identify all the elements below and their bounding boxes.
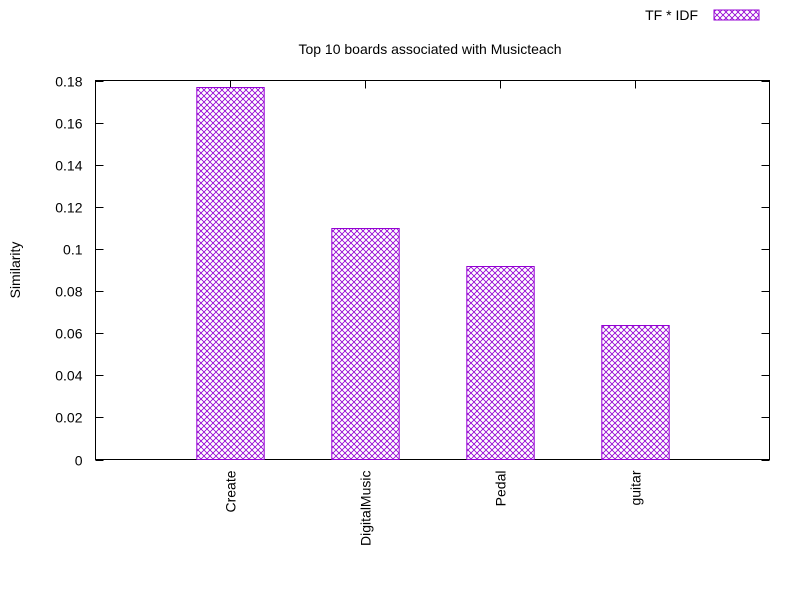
y-tick-label: 0.04 bbox=[55, 368, 82, 384]
y-tick-label: 0.08 bbox=[55, 284, 82, 300]
y-tick-label: 0.12 bbox=[55, 200, 82, 216]
bar-pedal bbox=[466, 266, 535, 460]
y-tick-label: 0.14 bbox=[55, 158, 82, 174]
bar-create bbox=[196, 87, 265, 460]
bar-guitar bbox=[601, 325, 670, 460]
x-tick-label: DigitalMusic bbox=[358, 471, 374, 546]
y-tick-label: 0.02 bbox=[55, 410, 82, 426]
y-tick-label: 0.1 bbox=[63, 242, 83, 258]
y-axis: 0 0.02 0.04 0.06 0.08 0.1 0.12 0.14 0.16 0.18 bbox=[55, 74, 770, 469]
plot-frame bbox=[95, 80, 770, 460]
y-tick-label: 0.18 bbox=[55, 74, 82, 90]
x-tick-label: Pedal bbox=[493, 471, 509, 507]
x-axis: Create DigitalMusic Pedal guitar bbox=[223, 80, 644, 546]
bars bbox=[196, 87, 670, 460]
x-tick-label: Create bbox=[223, 470, 239, 512]
legend: TF * IDF bbox=[645, 7, 760, 23]
chart-title: Top 10 boards associated with Musicteach bbox=[298, 41, 561, 57]
bar-digitalmusic bbox=[331, 228, 400, 460]
legend-swatch bbox=[713, 9, 760, 21]
y-tick-label: 0.16 bbox=[55, 116, 82, 132]
x-tick-label: guitar bbox=[628, 470, 644, 505]
y-tick-label: 0 bbox=[75, 453, 83, 469]
legend-label: TF * IDF bbox=[645, 7, 698, 23]
y-axis-label: Similarity bbox=[7, 242, 23, 299]
y-tick-label: 0.06 bbox=[55, 326, 82, 342]
